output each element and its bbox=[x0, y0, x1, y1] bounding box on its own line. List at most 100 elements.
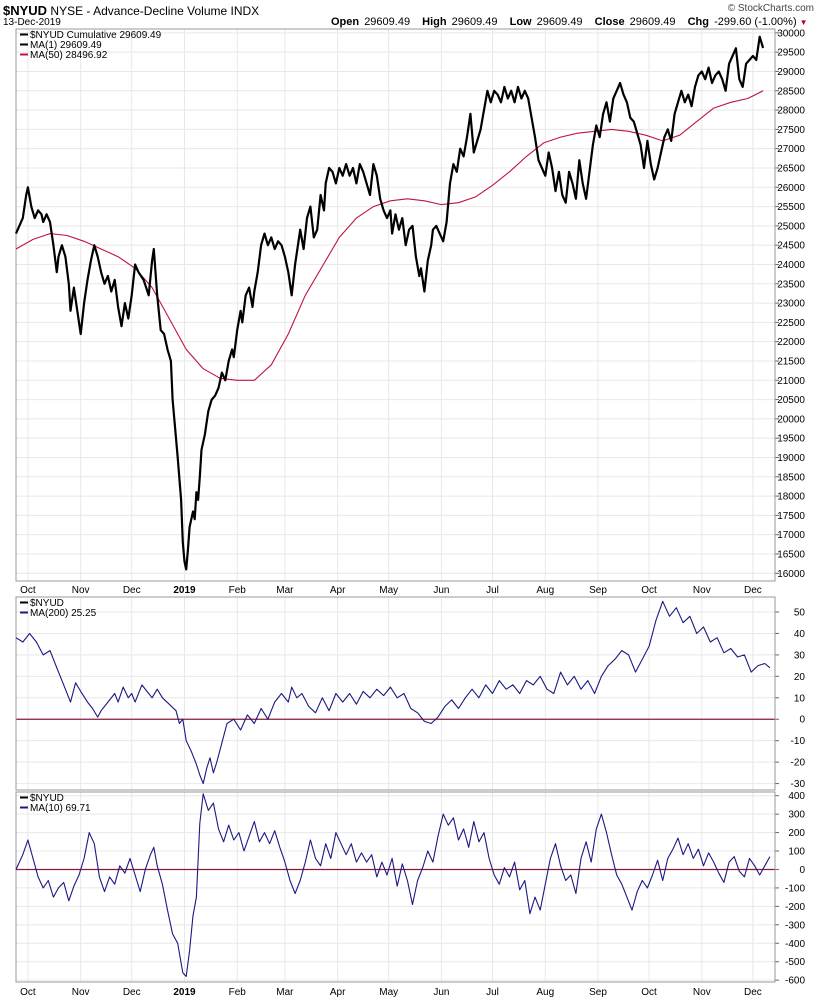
price-series-ma50 bbox=[15, 90, 764, 381]
ma200-ytick-label-0: -30 bbox=[791, 779, 806, 790]
high-label: High bbox=[422, 16, 447, 28]
price-month-label-2: Dec bbox=[123, 585, 141, 596]
ma10-legend-item-0: $NYUD bbox=[30, 793, 64, 804]
price-month-label-12: Oct bbox=[641, 585, 657, 596]
price-ytick-label-24: 28000 bbox=[777, 106, 805, 117]
ma200-legend-item-0: $NYUD bbox=[30, 598, 64, 609]
ma200-legend-item-1: MA(200) 25.25 bbox=[30, 608, 97, 619]
ma10-ytick-label-7: 100 bbox=[788, 847, 805, 858]
low-label: Low bbox=[509, 16, 532, 28]
price-ytick-label-1: 16500 bbox=[777, 549, 805, 560]
ma10-month-label-8: Jun bbox=[433, 987, 449, 998]
ma10-month-label-2: Dec bbox=[123, 987, 141, 998]
ma200-ytick-label-8: 50 bbox=[794, 608, 806, 619]
price-ytick-label-17: 24500 bbox=[777, 241, 805, 252]
open-label: Open bbox=[331, 16, 360, 28]
price-ytick-label-18: 25000 bbox=[777, 221, 805, 232]
ma10-legend-item-1: MA(10) 69.71 bbox=[30, 803, 91, 814]
price-month-label-1: Nov bbox=[72, 585, 90, 596]
chart-title: $NYUD NYSE - Advance-Decline Volume INDX bbox=[3, 3, 259, 18]
price-ytick-label-11: 21500 bbox=[777, 356, 805, 367]
high-value: 29609.49 bbox=[451, 16, 498, 28]
price-ytick-label-16: 24000 bbox=[777, 260, 805, 271]
quote-date: 13-Dec-2019 bbox=[3, 17, 61, 28]
chg-label: Chg bbox=[687, 16, 709, 28]
ma10-ytick-label-8: 200 bbox=[788, 828, 805, 839]
price-series-ma1 bbox=[14, 35, 765, 571]
ma10-month-label-5: Mar bbox=[276, 987, 294, 998]
price-ytick-label-9: 20500 bbox=[777, 395, 805, 406]
ma10-month-label-9: Jul bbox=[486, 987, 499, 998]
ma10-ytick-label-4: -200 bbox=[785, 902, 805, 913]
ma10-month-label-1: Nov bbox=[72, 987, 90, 998]
symbol: $NYUD bbox=[3, 3, 48, 18]
price-ytick-label-8: 20000 bbox=[777, 414, 805, 425]
price-legend-item-2: MA(50) 28496.92 bbox=[30, 50, 108, 61]
ma200-frame bbox=[15, 596, 776, 791]
price-legend-item-0: $NYUD Cumulative 29609.49 bbox=[30, 30, 162, 41]
ma10-ytick-label-3: -300 bbox=[785, 920, 805, 931]
price-month-label-11: Sep bbox=[589, 585, 607, 596]
price-ytick-label-3: 17500 bbox=[777, 511, 805, 522]
ma10-ytick-label-1: -500 bbox=[785, 957, 805, 968]
ma10-month-label-10: Aug bbox=[536, 987, 554, 998]
price-month-label-13: Nov bbox=[693, 585, 711, 596]
price-month-label-7: May bbox=[379, 585, 398, 596]
price-month-label-6: Apr bbox=[330, 585, 346, 596]
price-ytick-label-14: 23000 bbox=[777, 299, 805, 310]
price-ytick-label-25: 28500 bbox=[777, 86, 805, 97]
price-ytick-label-28: 30000 bbox=[777, 28, 805, 39]
chg-value: -299.60 (-1.00%) bbox=[714, 16, 797, 28]
ma200-ytick-label-5: 20 bbox=[794, 672, 806, 683]
price-ytick-label-27: 29500 bbox=[777, 48, 805, 59]
price-ytick-label-12: 22000 bbox=[777, 337, 805, 348]
price-ytick-label-4: 18000 bbox=[777, 492, 805, 503]
open-value: 29609.49 bbox=[364, 16, 411, 28]
price-month-label-3: 2019 bbox=[173, 585, 196, 596]
down-arrow-icon: ▼ bbox=[799, 18, 808, 27]
price-ytick-label-21: 26500 bbox=[777, 163, 805, 174]
brand-watermark: © StockCharts.com bbox=[727, 3, 814, 14]
price-ytick-label-22: 27000 bbox=[777, 144, 805, 155]
ma10-month-label-12: Oct bbox=[641, 987, 657, 998]
ma200-ytick-label-7: 40 bbox=[794, 629, 806, 640]
ma10-ytick-label-10: 400 bbox=[788, 791, 805, 802]
close-value: 29609.49 bbox=[629, 16, 676, 28]
price-ytick-label-7: 19500 bbox=[777, 434, 805, 445]
ma10-month-label-3: 2019 bbox=[173, 987, 196, 998]
price-ytick-label-19: 25500 bbox=[777, 202, 805, 213]
ma200-ytick-label-3: 0 bbox=[799, 715, 805, 726]
close-label: Close bbox=[594, 16, 625, 28]
ma200-ytick-label-1: -20 bbox=[791, 758, 806, 769]
price-month-label-10: Aug bbox=[536, 585, 554, 596]
ma10-ytick-label-9: 300 bbox=[788, 810, 805, 821]
price-month-label-0: Oct bbox=[20, 585, 36, 596]
price-month-label-8: Jun bbox=[433, 585, 449, 596]
price-ytick-label-10: 21000 bbox=[777, 376, 805, 387]
ma10-month-label-13: Nov bbox=[693, 987, 711, 998]
price-ytick-label-2: 17000 bbox=[777, 530, 805, 541]
price-month-label-5: Mar bbox=[276, 585, 294, 596]
price-ytick-label-0: 16000 bbox=[777, 569, 805, 580]
ma200-ytick-label-6: 30 bbox=[794, 650, 806, 661]
price-ytick-label-26: 29000 bbox=[777, 67, 805, 78]
ma200-series-ma200 bbox=[15, 600, 771, 785]
ma10-month-label-0: Oct bbox=[20, 987, 36, 998]
price-month-label-14: Dec bbox=[744, 585, 762, 596]
quote-summary: Open 29609.49 High 29609.49 Low 29609.49… bbox=[331, 16, 808, 28]
ma10-month-label-6: Apr bbox=[330, 987, 346, 998]
price-frame bbox=[15, 28, 776, 582]
price-ytick-label-20: 26000 bbox=[777, 183, 805, 194]
price-ytick-label-6: 19000 bbox=[777, 453, 805, 464]
ma10-month-label-7: May bbox=[379, 987, 398, 998]
ma200-ytick-label-4: 10 bbox=[794, 693, 806, 704]
price-legend-item-1: MA(1) 29609.49 bbox=[30, 40, 102, 51]
ma10-month-label-14: Dec bbox=[744, 987, 762, 998]
ma10-month-label-4: Feb bbox=[229, 987, 247, 998]
symbol-description: NYSE - Advance-Decline Volume INDX bbox=[50, 4, 260, 18]
ma10-series-ma10 bbox=[15, 793, 771, 978]
price-month-label-4: Feb bbox=[229, 585, 247, 596]
ma10-ytick-label-0: -600 bbox=[785, 976, 805, 987]
low-value: 29609.49 bbox=[536, 16, 583, 28]
